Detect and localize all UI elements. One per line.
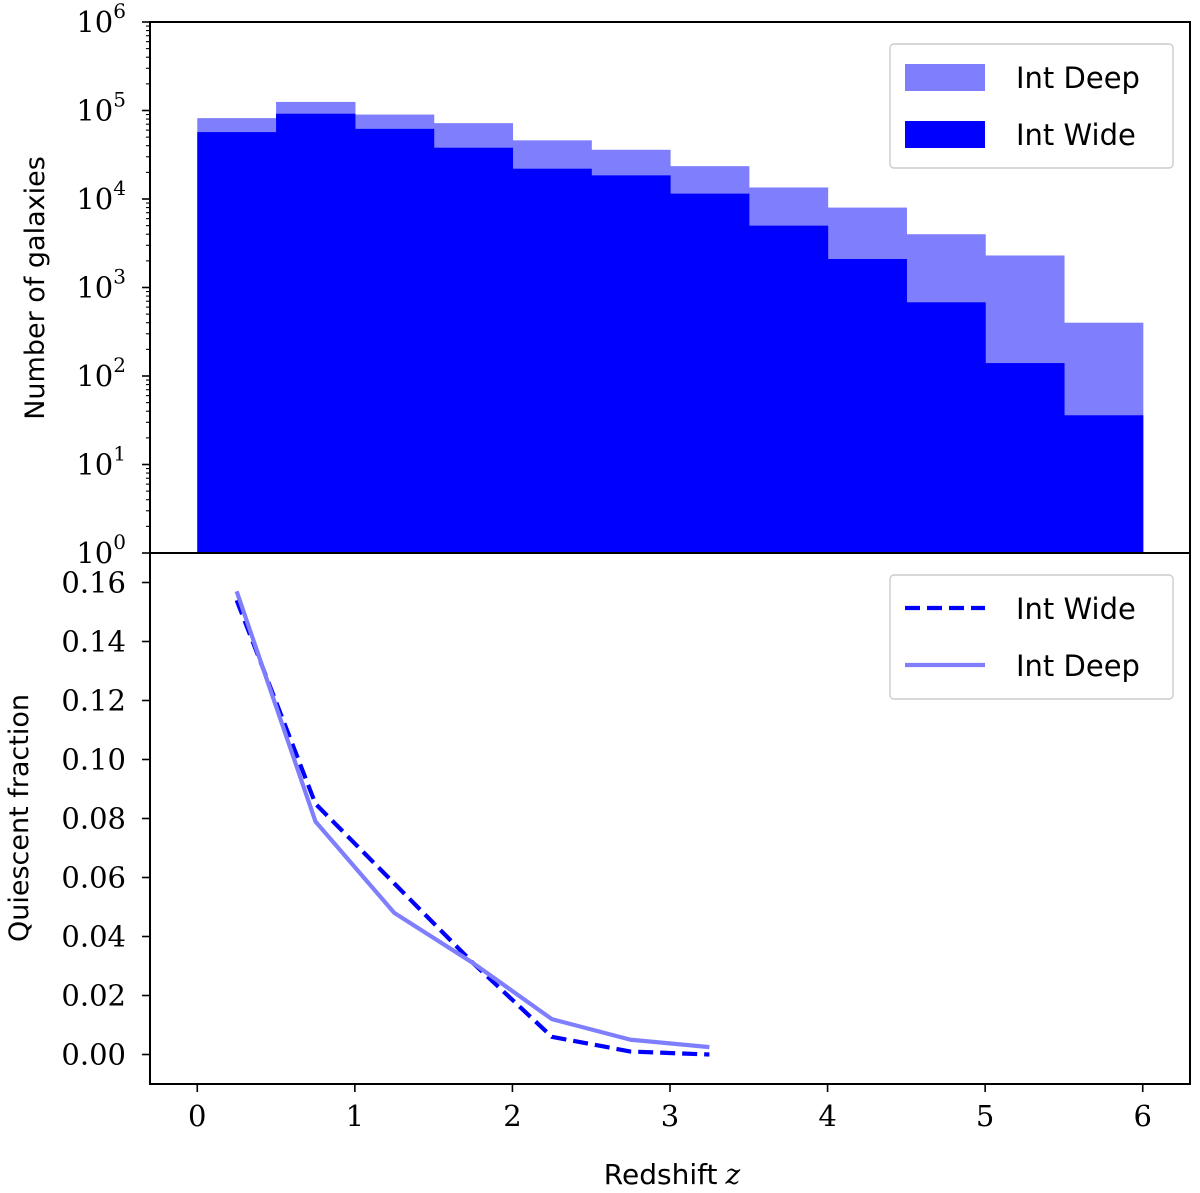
x-tick-label-5: 5	[976, 1099, 994, 1133]
top-legend-label-int-deep: Int Deep	[1016, 61, 1140, 95]
top-y-tick-label-1: 101	[76, 442, 126, 482]
bottom-y-tick-label-6: 0.12	[61, 684, 126, 718]
bottom-y-tick-label-3: 0.06	[61, 861, 126, 895]
bottom-y-axis-label: Quiescent fraction	[4, 694, 35, 942]
bar-int-wide-1	[276, 113, 356, 554]
bottom-lines	[234, 590, 710, 1057]
bottom-y-tick-label-1: 0.02	[61, 979, 126, 1013]
top-legend: Int Deep Int Wide	[889, 43, 1174, 169]
top-y-tick-base-0: 10	[76, 536, 113, 570]
top-y-tick-exponent-0: 0	[113, 530, 126, 554]
top-y-tick-base-5: 10	[76, 94, 113, 128]
bar-int-wide-5	[591, 175, 671, 554]
bar-int-wide-2	[354, 128, 435, 553]
top-y-tick-base-6: 10	[76, 5, 113, 39]
bottom-y-tick-label-2: 0.04	[61, 920, 126, 954]
top-y-tick-exponent-1: 1	[113, 442, 126, 466]
top-y-tick-base-2: 10	[76, 359, 113, 393]
bottom-y-tick-label-4: 0.08	[61, 802, 126, 836]
top-bars	[197, 101, 1144, 554]
bottom-legend: Int Wide Int Deep	[889, 574, 1174, 700]
x-tick-label-2: 2	[503, 1099, 521, 1133]
bar-int-wide-6	[670, 193, 750, 553]
top-legend-label-int-wide: Int Wide	[1016, 118, 1136, 152]
top-y-tick-exponent-4: 4	[113, 176, 126, 200]
bottom-legend-label-int-wide: Int Wide	[1016, 592, 1136, 626]
line-int-deep	[234, 590, 710, 1050]
top-y-tick-label-5: 105	[76, 88, 126, 128]
bottom-y-tick-label-0: 0.00	[61, 1038, 126, 1072]
bottom-legend-label-int-deep: Int Deep	[1016, 649, 1140, 683]
x-axis-label-var: z	[724, 1158, 740, 1191]
bar-int-wide-7	[748, 225, 829, 553]
top-y-tick-base-3: 10	[76, 271, 113, 305]
x-tick-label-1: 1	[346, 1099, 364, 1133]
bottom-y-tick-label-7: 0.14	[61, 625, 126, 659]
bar-int-wide-11	[1063, 415, 1144, 553]
x-tick-label-6: 6	[1134, 1099, 1152, 1133]
top-y-tick-label-0: 100	[76, 530, 126, 570]
x-axis-label: Redshift z	[604, 1158, 741, 1191]
bottom-y-ticks: 0.00 0.02 0.04 0.06 0.08 0.10 0.12 0.14 0.16	[61, 566, 150, 1072]
top-y-tick-label-4: 104	[76, 176, 126, 216]
top-y-tick-label-6: 106	[76, 0, 126, 39]
line-int-wide	[234, 599, 710, 1057]
x-tick-label-0: 0	[188, 1099, 206, 1133]
bar-int-wide-8	[827, 258, 907, 553]
top-legend-swatch-int-deep	[905, 64, 985, 91]
bar-int-wide-0	[197, 132, 277, 553]
bottom-panel: 0.00 0.02 0.04 0.06 0.08 0.10 0.12 0.14 0.16 0 1 2…	[4, 552, 1191, 1191]
top-y-axis-label: Number of galaxies	[20, 156, 51, 420]
top-y-tick-exponent-2: 2	[113, 353, 126, 377]
top-y-tick-exponent-5: 5	[113, 88, 126, 112]
top-y-tick-label-2: 102	[76, 353, 126, 393]
bottom-y-tick-label-8: 0.16	[61, 566, 126, 600]
bar-int-wide-3	[433, 147, 514, 553]
top-y-tick-exponent-6: 6	[113, 0, 126, 23]
bottom-y-tick-label-5: 0.10	[61, 743, 126, 777]
bar-int-wide-10	[985, 363, 1065, 553]
bar-int-wide-4	[512, 168, 592, 553]
x-tick-label-3: 3	[661, 1099, 679, 1133]
x-tick-label-4: 4	[818, 1099, 836, 1133]
top-y-tick-base-4: 10	[76, 182, 113, 216]
top-y-tick-exponent-3: 3	[113, 265, 126, 289]
top-y-tick-base-1: 10	[76, 448, 113, 482]
bottom-x-ticks: 0 1 2 3 4 5 6	[188, 1084, 1152, 1133]
top-y-tick-label-3: 103	[76, 265, 126, 305]
top-legend-swatch-int-wide	[905, 121, 985, 148]
x-axis-label-text: Redshift	[604, 1158, 718, 1191]
bar-int-wide-9	[906, 302, 986, 553]
